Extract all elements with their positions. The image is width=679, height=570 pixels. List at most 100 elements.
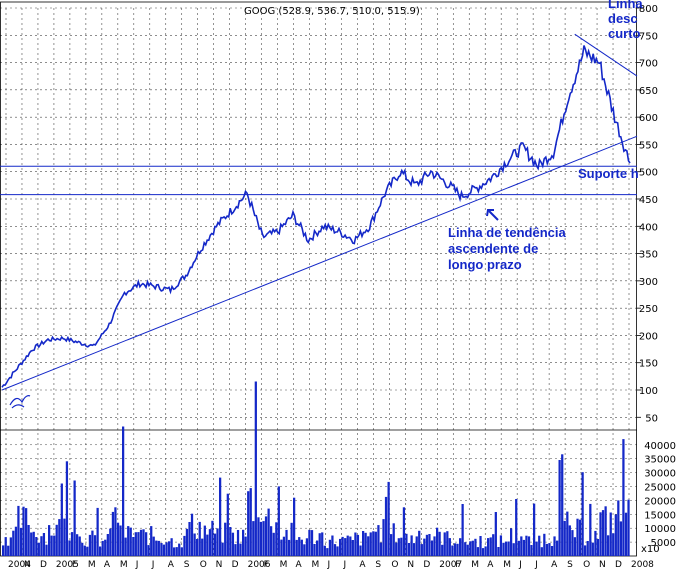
volume-bar [229, 527, 232, 556]
volume-bar [433, 536, 436, 556]
price-tick-label: 150 [639, 359, 658, 370]
volume-bar [533, 503, 536, 556]
x-tick-label: M [503, 560, 511, 570]
price-tick-label: 550 [639, 140, 658, 151]
volume-bar [104, 539, 107, 556]
price-tick-label: 650 [639, 86, 658, 97]
x-tick-label: N [407, 560, 414, 570]
volume-bar [349, 536, 352, 556]
volume-bar [362, 531, 365, 556]
volume-bar [152, 536, 155, 556]
volume-bar [476, 547, 480, 556]
volume-bar [178, 543, 181, 556]
volume-bar [418, 530, 421, 556]
volume-bar [277, 486, 280, 556]
volume-bar [456, 543, 459, 556]
price-tick-label: 300 [639, 277, 658, 288]
volume-bar [208, 529, 212, 556]
volume-bar [190, 513, 194, 556]
volume-bar [451, 545, 454, 556]
x-tick-label: D [615, 560, 622, 570]
x-tick-label: M [88, 560, 96, 570]
price-line [1, 45, 631, 388]
volume-bar [119, 525, 122, 556]
volume-bar [147, 545, 150, 556]
volume-bar [231, 532, 235, 556]
volume-bar [40, 536, 43, 556]
volume-bar [203, 525, 206, 556]
volume-bar [423, 538, 426, 556]
volume-bar [193, 533, 196, 556]
volume-bar [14, 526, 18, 556]
volume-bar [116, 522, 120, 556]
volume-bar [106, 534, 109, 556]
volume-bar [63, 518, 66, 556]
annotation-trend-line-2: ascendente de [448, 241, 538, 256]
price-tick-label: 100 [639, 386, 658, 397]
volume-bar [522, 539, 526, 556]
volume-bar [132, 537, 135, 556]
volume-bar [425, 534, 429, 556]
price-tick-label: 700 [639, 59, 658, 70]
volume-bar [591, 542, 594, 556]
volume-bar [448, 538, 451, 556]
volume-bar [272, 532, 275, 556]
volume-bar [239, 543, 242, 556]
volume-bar [530, 545, 533, 556]
volume-bar [576, 518, 579, 556]
volume-bar [489, 537, 492, 556]
volume-bar [91, 530, 94, 556]
volume-bar [395, 542, 398, 556]
x-tick-label: A [551, 560, 558, 570]
volume-bar [540, 547, 543, 556]
volume-bar [35, 537, 38, 556]
volume-bar [589, 503, 592, 556]
volume-bar [109, 528, 112, 556]
volume-bar [242, 529, 245, 556]
volume-bar [68, 540, 71, 556]
volume-bar [155, 540, 158, 556]
volume-bar [60, 483, 63, 556]
volume-bar [224, 522, 227, 556]
volume-bar [183, 535, 186, 556]
volume-bar [323, 545, 326, 556]
volume-bar [298, 537, 301, 556]
volume-bar [257, 517, 260, 556]
volume-bar [479, 536, 482, 556]
x-tick-label: M [280, 560, 288, 570]
volume-bar [308, 529, 311, 556]
volume-bar [550, 546, 554, 556]
volume-bar [619, 521, 623, 556]
volume-bar [578, 519, 582, 556]
volume-bar [173, 547, 176, 556]
x-tick-label: J [518, 560, 522, 570]
volume-bar [566, 511, 569, 556]
volume-bar [310, 530, 314, 556]
volume-bar [129, 527, 132, 556]
x-tick-label: N [216, 560, 223, 570]
volume-bar [563, 520, 566, 556]
volume-bar [252, 521, 255, 556]
volume-bar [295, 539, 298, 556]
volume-bar [2, 545, 5, 556]
volume-bar [354, 532, 357, 556]
volume-bar [300, 539, 303, 556]
volume-bar [305, 538, 309, 556]
x-tick-label: S [567, 560, 573, 570]
volume-bar [584, 545, 587, 556]
volume-bar [453, 543, 457, 556]
volume-bar [170, 538, 173, 556]
volume-bar [441, 544, 444, 556]
volume-bar [374, 531, 377, 556]
volume-bar [32, 531, 35, 556]
volume-bar [469, 541, 472, 556]
x-tick-label: A [359, 560, 366, 570]
volume-bar [226, 493, 229, 556]
volume-bar [124, 537, 127, 556]
volume-bar [405, 533, 408, 556]
volume-bar [556, 540, 559, 556]
volume-bar [594, 530, 597, 556]
volume-tick-label: 20000 [644, 496, 676, 507]
volume-bar [548, 543, 551, 556]
volume-bar [339, 538, 342, 556]
